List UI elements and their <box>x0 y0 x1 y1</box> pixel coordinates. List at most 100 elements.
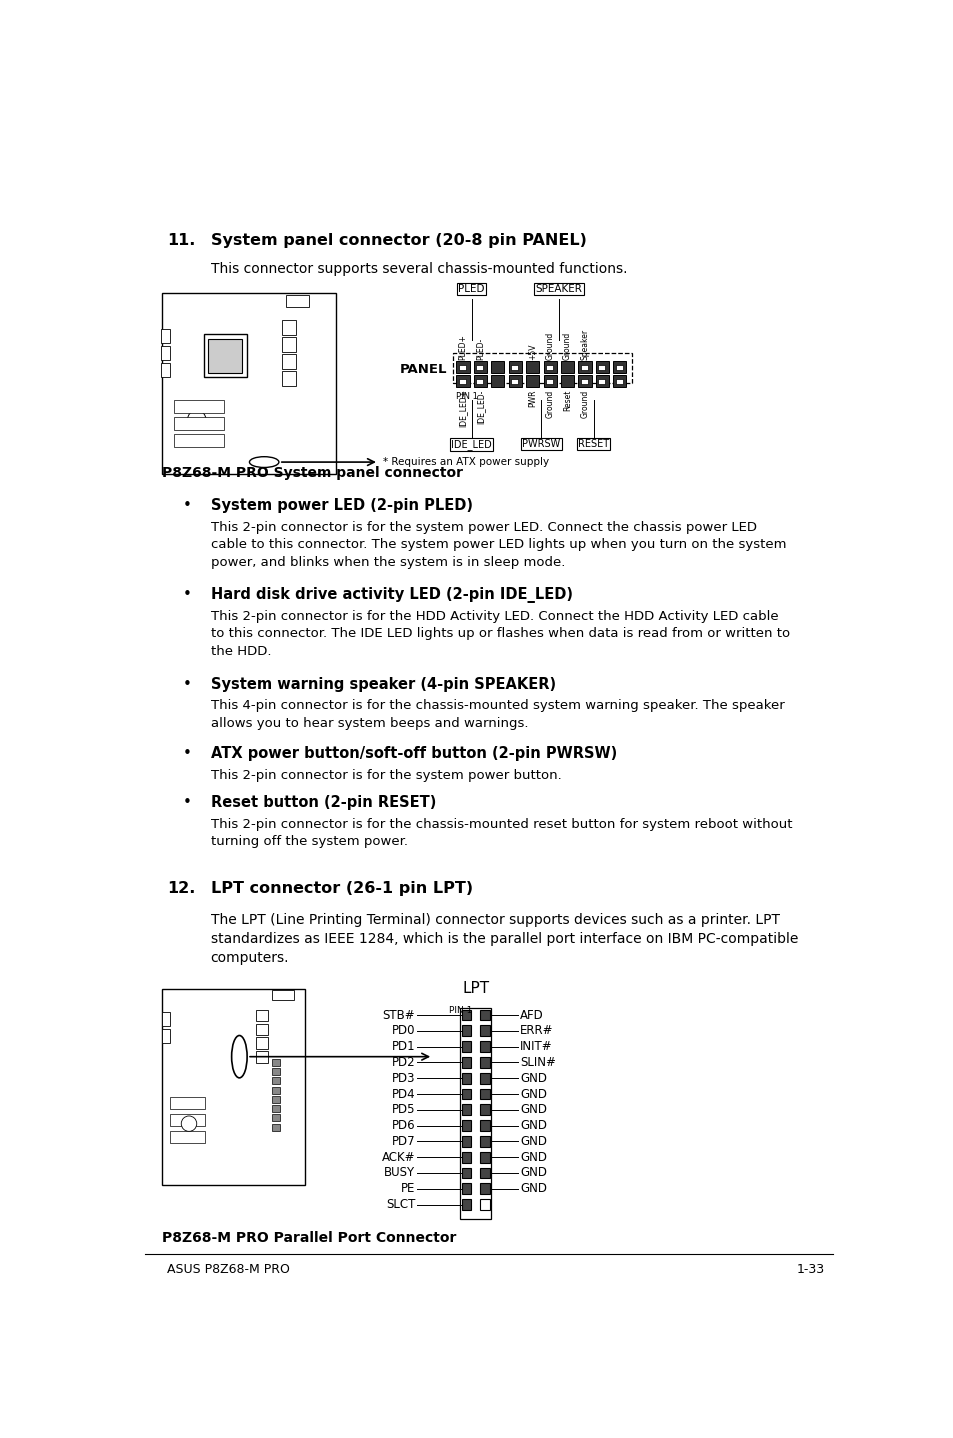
Text: GND: GND <box>519 1182 546 1195</box>
Text: PD0: PD0 <box>392 1024 415 1037</box>
Bar <box>580 378 587 384</box>
Bar <box>272 1123 279 1130</box>
Bar <box>282 371 295 385</box>
Text: Reset: Reset <box>562 390 572 411</box>
Text: PIN 1: PIN 1 <box>448 1005 472 1015</box>
Bar <box>161 345 171 360</box>
Bar <box>458 365 465 371</box>
Text: GND: GND <box>519 1071 546 1084</box>
Bar <box>256 1037 268 1048</box>
Text: PIN 1: PIN 1 <box>456 393 477 401</box>
Text: P8Z68-M PRO System panel connector: P8Z68-M PRO System panel connector <box>162 466 462 479</box>
Bar <box>578 375 591 387</box>
Text: SPEAKER: SPEAKER <box>535 285 581 295</box>
Bar <box>272 1096 279 1103</box>
Bar <box>598 365 605 371</box>
Bar <box>456 361 469 372</box>
Bar <box>461 1168 471 1178</box>
Text: ATX power button/soft-off button (2-pin PWRSW): ATX power button/soft-off button (2-pin … <box>211 746 617 761</box>
Text: +5V: +5V <box>528 344 537 360</box>
Text: RESET: RESET <box>578 440 609 449</box>
Bar <box>461 1104 471 1116</box>
Bar <box>560 361 574 372</box>
Bar <box>543 375 557 387</box>
Bar <box>282 354 295 370</box>
Text: PD5: PD5 <box>392 1103 415 1116</box>
Bar <box>580 365 587 371</box>
Text: •: • <box>183 587 192 603</box>
Bar <box>162 293 335 473</box>
Bar <box>461 1136 471 1146</box>
Circle shape <box>181 1116 196 1132</box>
Text: IDE_LED+: IDE_LED+ <box>458 390 467 427</box>
Bar <box>474 375 486 387</box>
Bar <box>613 361 626 372</box>
Text: LPT connector (26-1 pin LPT): LPT connector (26-1 pin LPT) <box>211 881 473 896</box>
Bar <box>480 1041 489 1053</box>
Bar <box>272 1068 279 1076</box>
Text: •: • <box>183 677 192 692</box>
Text: 1-33: 1-33 <box>796 1263 823 1276</box>
Bar <box>461 1057 471 1068</box>
Text: This 2-pin connector is for the HDD Activity LED. Connect the HDD Activity LED c: This 2-pin connector is for the HDD Acti… <box>211 610 789 659</box>
Circle shape <box>187 410 206 429</box>
Bar <box>461 1120 471 1130</box>
Bar <box>560 375 574 387</box>
Bar <box>458 378 465 384</box>
Text: Ground: Ground <box>580 390 589 417</box>
Text: ERR#: ERR# <box>519 1024 553 1037</box>
Bar <box>598 378 605 384</box>
Bar <box>161 329 171 342</box>
Bar <box>162 989 305 1185</box>
Text: IDE_LED-: IDE_LED- <box>476 390 484 424</box>
Text: •: • <box>183 746 192 761</box>
Bar <box>480 1199 489 1209</box>
Text: •: • <box>183 795 192 810</box>
Text: PWRSW: PWRSW <box>521 440 560 449</box>
Text: System power LED (2-pin PLED): System power LED (2-pin PLED) <box>211 498 472 513</box>
Bar <box>272 1087 279 1094</box>
Text: GND: GND <box>519 1087 546 1100</box>
Bar <box>208 339 242 372</box>
Text: INIT#: INIT# <box>519 1040 552 1053</box>
Text: LPT: LPT <box>461 981 489 997</box>
Text: AFD: AFD <box>519 1008 543 1021</box>
Text: This 2-pin connector is for the chassis-mounted reset button for system reboot w: This 2-pin connector is for the chassis-… <box>211 818 791 848</box>
Bar <box>461 1152 471 1162</box>
Text: P8Z68-M PRO Parallel Port Connector: P8Z68-M PRO Parallel Port Connector <box>162 1231 456 1245</box>
Bar <box>461 1025 471 1037</box>
Bar <box>272 1114 279 1122</box>
Text: PE: PE <box>400 1182 415 1195</box>
Bar <box>511 378 517 384</box>
Bar <box>162 1030 170 1043</box>
Text: Hard disk drive activity LED (2-pin IDE_LED): Hard disk drive activity LED (2-pin IDE_… <box>211 587 572 604</box>
Text: Speaker: Speaker <box>580 328 589 360</box>
Text: Ground: Ground <box>545 390 554 417</box>
Bar <box>204 334 247 377</box>
Bar <box>474 361 486 372</box>
Bar <box>480 1168 489 1178</box>
Text: This connector supports several chassis-mounted functions.: This connector supports several chassis-… <box>211 262 626 276</box>
Bar <box>578 361 591 372</box>
Bar <box>461 1041 471 1053</box>
Bar <box>615 378 622 384</box>
Bar <box>173 434 224 447</box>
Text: This 4-pin connector is for the chassis-mounted system warning speaker. The spea: This 4-pin connector is for the chassis-… <box>211 699 783 731</box>
Bar <box>476 378 483 384</box>
Bar <box>480 1057 489 1068</box>
Bar <box>480 1152 489 1162</box>
Text: PANEL: PANEL <box>399 364 447 377</box>
Bar <box>461 1183 471 1194</box>
Bar <box>256 1009 268 1021</box>
Bar <box>480 1073 489 1084</box>
Text: PD6: PD6 <box>392 1119 415 1132</box>
Text: PLED: PLED <box>458 285 484 295</box>
Text: PD2: PD2 <box>392 1055 415 1068</box>
Bar <box>480 1009 489 1021</box>
Text: System warning speaker (4-pin SPEAKER): System warning speaker (4-pin SPEAKER) <box>211 677 556 692</box>
Bar <box>461 1009 471 1021</box>
Bar <box>272 991 294 999</box>
Text: BUSY: BUSY <box>384 1166 415 1179</box>
Bar <box>170 1113 204 1126</box>
Text: ASUS P8Z68-M PRO: ASUS P8Z68-M PRO <box>167 1263 290 1276</box>
